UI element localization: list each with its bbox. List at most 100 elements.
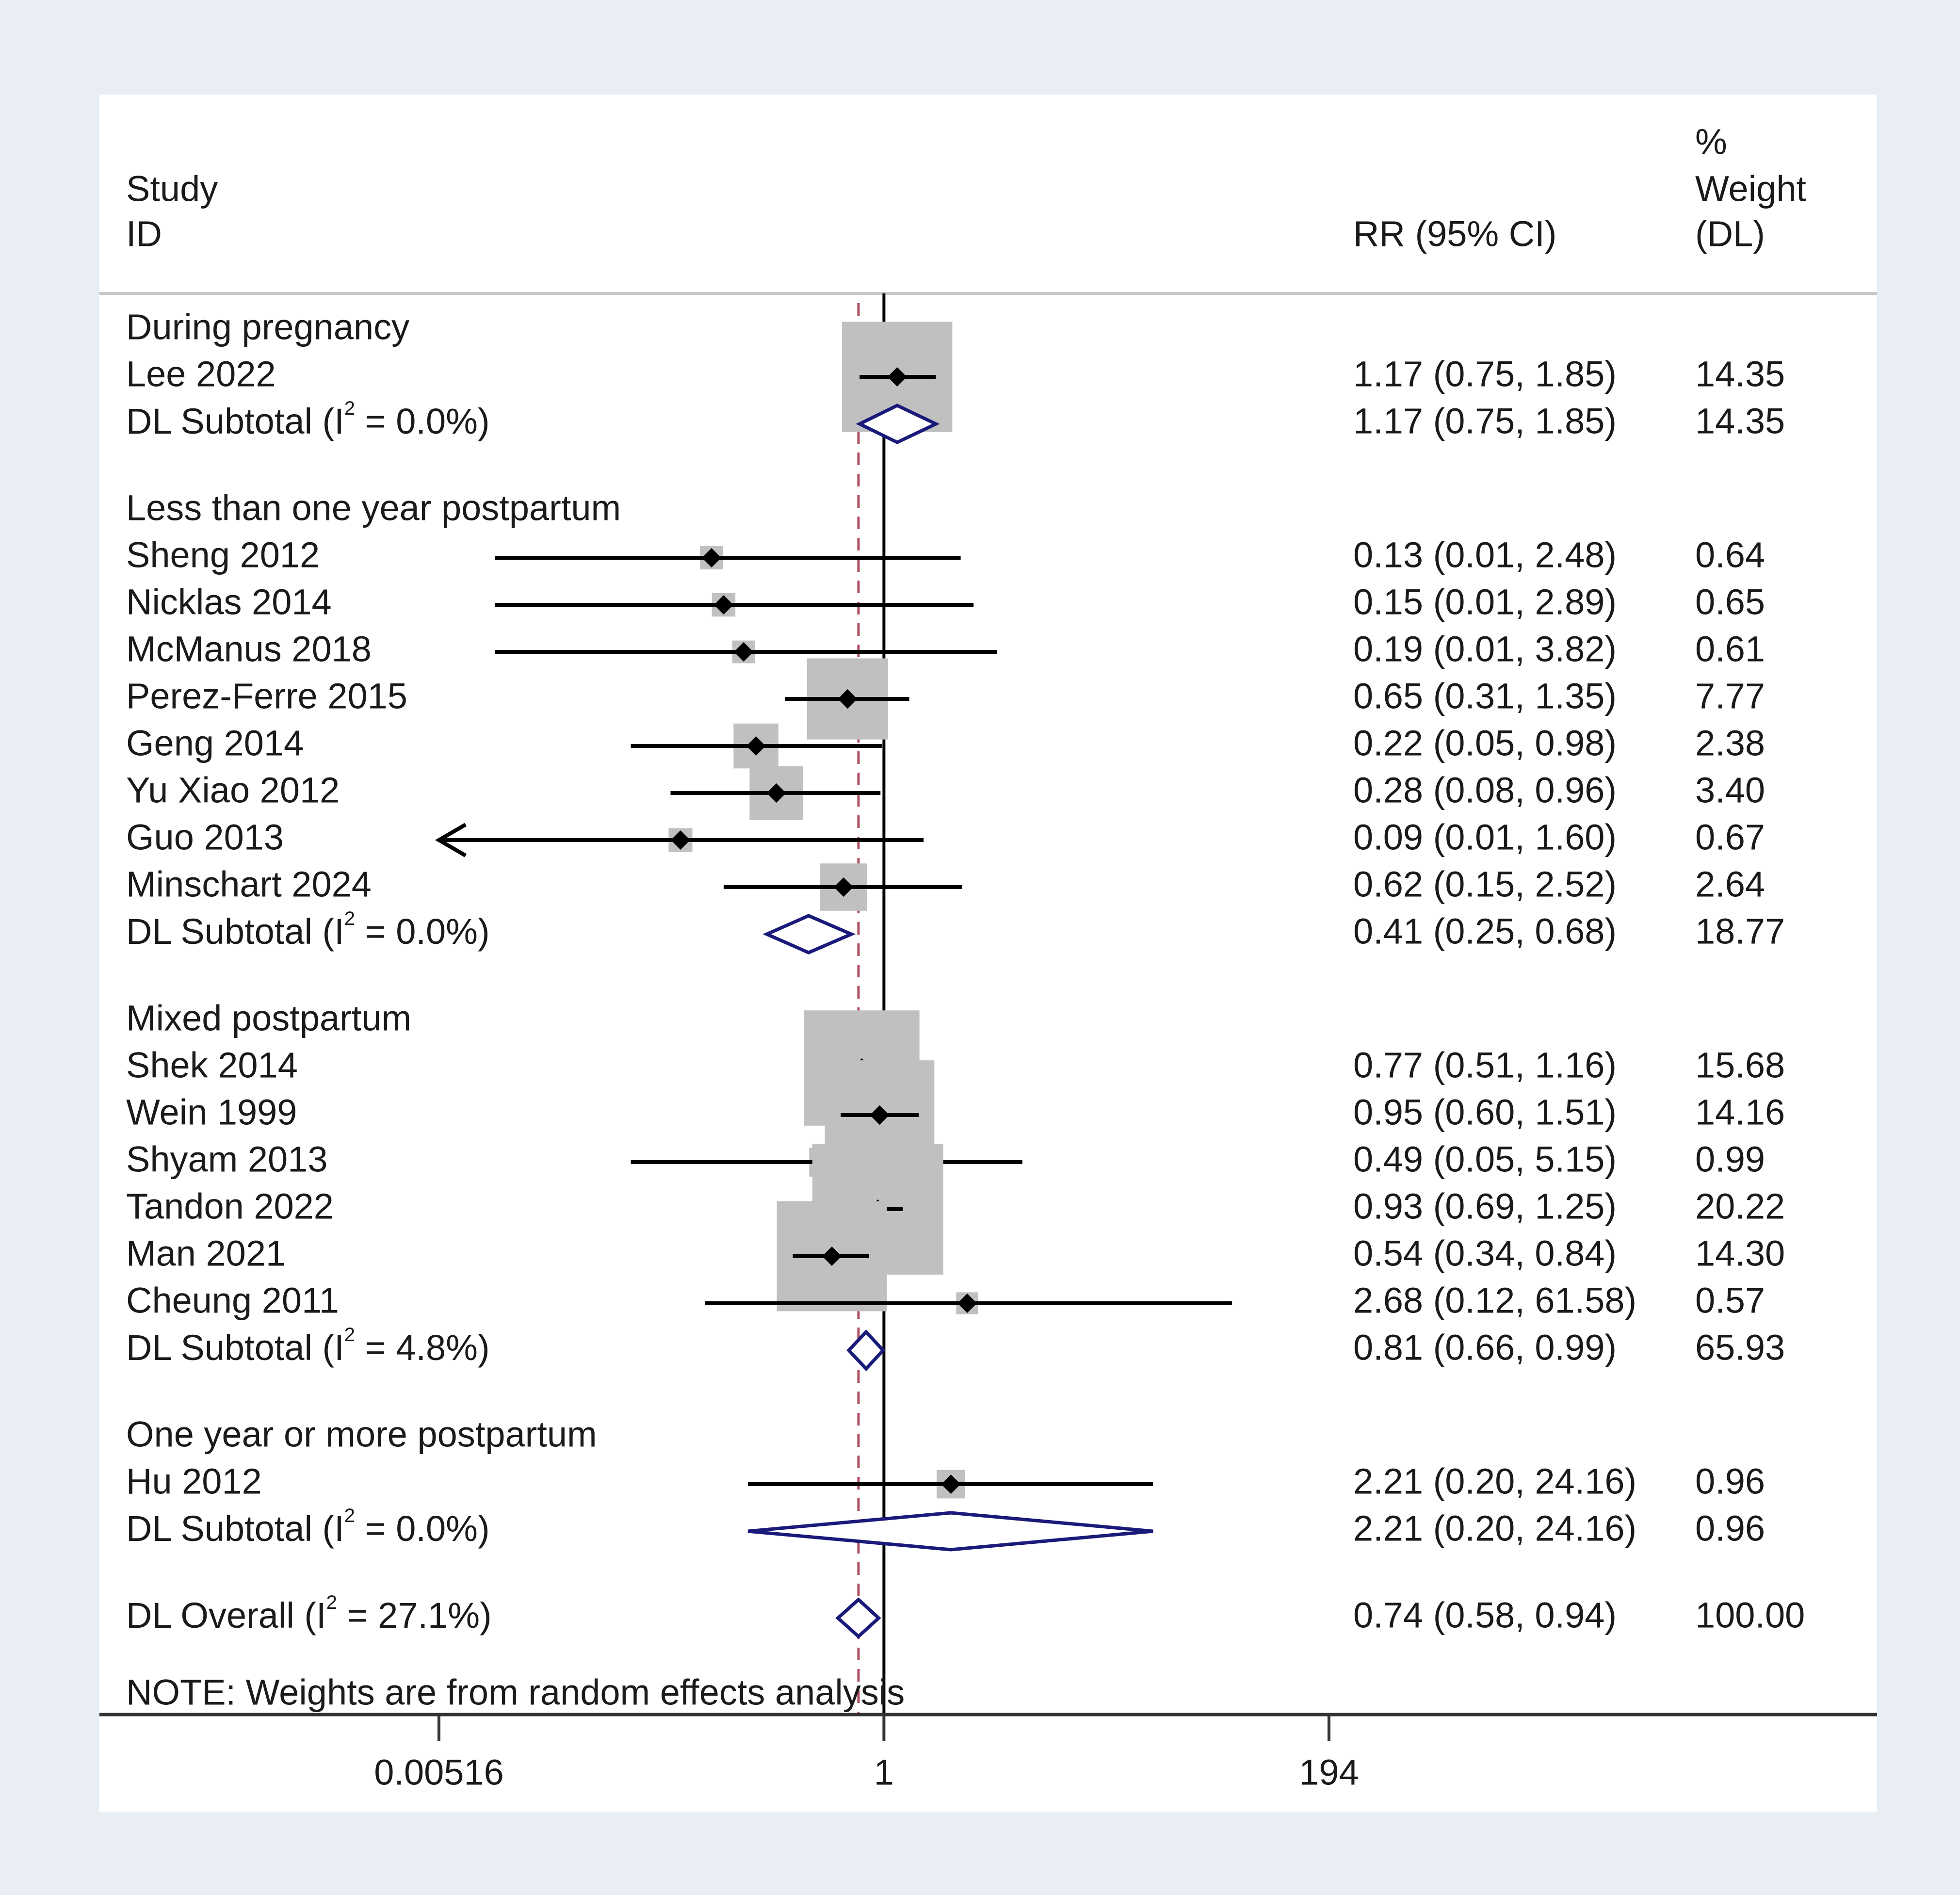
study-label: Shyam 2013	[126, 1139, 328, 1180]
point-estimate	[834, 877, 854, 897]
header-id: ID	[126, 214, 162, 254]
group-label: One year or more postpartum	[126, 1414, 597, 1455]
rr-ci-value: 0.13 (0.01, 2.48)	[1353, 535, 1617, 575]
rr-ci-value: 0.62 (0.15, 2.52)	[1353, 864, 1617, 905]
rr-ci-value: 0.65 (0.31, 1.35)	[1353, 676, 1617, 716]
point-estimate	[734, 642, 754, 662]
rr-ci-value: 0.49 (0.05, 5.15)	[1353, 1139, 1617, 1180]
rr-ci-value: 2.68 (0.12, 61.58)	[1353, 1280, 1636, 1321]
weight-value: 18.77	[1695, 911, 1785, 952]
rr-ci-value: 2.21 (0.20, 24.16)	[1353, 1508, 1636, 1549]
weight-value: 100.00	[1695, 1595, 1805, 1636]
row-labels: During pregnancy Lee 2022 1.17 (0.75, 1.85…	[126, 307, 1805, 1713]
study-label: Guo 2013	[126, 817, 284, 858]
study-label: Man 2021	[126, 1233, 286, 1274]
reference-lines	[857, 293, 886, 1715]
forest-marks	[435, 322, 1232, 1639]
x-tick-label: 0.00516	[374, 1752, 504, 1793]
rr-ci-value: 0.22 (0.05, 0.98)	[1353, 723, 1617, 763]
weight-value: 0.67	[1695, 817, 1765, 858]
point-estimate	[746, 736, 766, 756]
subtotal-diamond	[856, 404, 940, 444]
study-label: Sheng 2012	[126, 535, 320, 575]
weight-value: 15.68	[1695, 1045, 1785, 1085]
subtotal-diamond	[846, 1329, 886, 1372]
group-label: During pregnancy	[126, 307, 409, 347]
header-dl: (DL)	[1695, 214, 1765, 254]
weight-value: 3.40	[1695, 770, 1765, 810]
point-estimate	[887, 367, 907, 387]
subtotal-label: DL Subtotal (I2 = 4.8%)	[126, 1324, 490, 1368]
study-label: Shek 2014	[126, 1045, 298, 1085]
group-label: Mixed postpartum	[126, 998, 411, 1038]
ci-arrow	[435, 823, 467, 858]
study-label: McManus 2018	[126, 629, 372, 669]
point-estimate	[766, 783, 786, 803]
rr-ci-value: 0.41 (0.25, 0.68)	[1353, 911, 1617, 952]
weight-value: 14.35	[1695, 354, 1785, 394]
study-label: Minschart 2024	[126, 864, 372, 905]
rr-ci-value: 0.77 (0.51, 1.16)	[1353, 1045, 1617, 1085]
rr-ci-value: 1.17 (0.75, 1.85)	[1353, 354, 1617, 394]
weight-value: 14.30	[1695, 1233, 1785, 1274]
study-label: Tandon 2022	[126, 1186, 334, 1227]
weight-value: 0.64	[1695, 535, 1765, 575]
x-tick-label: 1	[874, 1752, 894, 1793]
subtotal-diamond	[762, 914, 856, 955]
subtotal-label: DL Subtotal (I2 = 0.0%)	[126, 908, 490, 952]
rr-ci-value: 0.93 (0.69, 1.25)	[1353, 1186, 1617, 1227]
weight-value: 65.93	[1695, 1328, 1785, 1368]
header-percent: %	[1695, 122, 1727, 162]
study-label: Nicklas 2014	[126, 582, 332, 622]
weight-value: 2.64	[1695, 864, 1765, 905]
subtotal-diamond	[747, 1511, 1153, 1552]
rr-ci-value: 0.54 (0.34, 0.84)	[1353, 1233, 1617, 1274]
weights-note: NOTE: Weights are from random effects an…	[126, 1672, 905, 1713]
study-label: Perez-Ferre 2015	[126, 676, 407, 716]
header-weight: Weight	[1695, 169, 1806, 209]
header-rr-ci: RR (95% CI)	[1353, 214, 1556, 254]
point-estimate	[870, 1105, 890, 1125]
plot-panel	[99, 95, 1877, 1812]
study-label: Hu 2012	[126, 1461, 262, 1502]
point-estimate	[702, 548, 722, 567]
weight-value: 0.96	[1695, 1508, 1765, 1549]
weight-value: 0.57	[1695, 1280, 1765, 1321]
point-estimate	[822, 1247, 842, 1266]
x-axis: 0.00516 1 194	[99, 1713, 1877, 1793]
weight-value: 0.96	[1695, 1461, 1765, 1502]
group-label: Less than one year postpartum	[126, 488, 621, 528]
study-label: Cheung 2011	[126, 1280, 339, 1321]
study-label: Wein 1999	[126, 1092, 297, 1133]
column-headers: Study ID RR (95% CI)% Weight (DL)	[99, 122, 1877, 295]
overall-diamond	[835, 1597, 881, 1639]
weight-value: 7.77	[1695, 676, 1765, 716]
study-label: Geng 2014	[126, 723, 304, 763]
subtotal-label: DL Subtotal (I2 = 0.0%)	[126, 398, 490, 441]
rr-ci-value: 0.28 (0.08, 0.96)	[1353, 770, 1617, 810]
rr-ci-value: 0.95 (0.60, 1.51)	[1353, 1092, 1617, 1133]
rr-ci-value: 0.81 (0.66, 0.99)	[1353, 1328, 1617, 1368]
rr-ci-value: 0.74 (0.58, 0.94)	[1353, 1595, 1617, 1636]
rr-ci-value: 1.17 (0.75, 1.85)	[1353, 401, 1617, 441]
weight-value: 0.65	[1695, 582, 1765, 622]
x-tick-label: 194	[1299, 1752, 1359, 1793]
rr-ci-value: 2.21 (0.20, 24.16)	[1353, 1461, 1636, 1502]
rr-ci-value: 0.15 (0.01, 2.89)	[1353, 582, 1617, 622]
study-label: Yu Xiao 2012	[126, 770, 340, 810]
overall-label: DL Overall (I2 = 27.1%)	[126, 1592, 492, 1636]
subtotal-label: DL Subtotal (I2 = 0.0%)	[126, 1505, 490, 1549]
weight-value: 14.16	[1695, 1092, 1785, 1133]
weight-value: 0.61	[1695, 629, 1765, 669]
weight-value: 0.99	[1695, 1139, 1765, 1180]
point-estimate	[713, 595, 733, 615]
point-estimate	[957, 1294, 977, 1313]
rr-ci-value: 0.09 (0.01, 1.60)	[1353, 817, 1617, 858]
study-label: Lee 2022	[126, 354, 276, 394]
header-study: Study	[126, 169, 218, 209]
point-estimate	[670, 830, 690, 850]
weight-value: 2.38	[1695, 723, 1765, 763]
weight-value: 20.22	[1695, 1186, 1785, 1227]
